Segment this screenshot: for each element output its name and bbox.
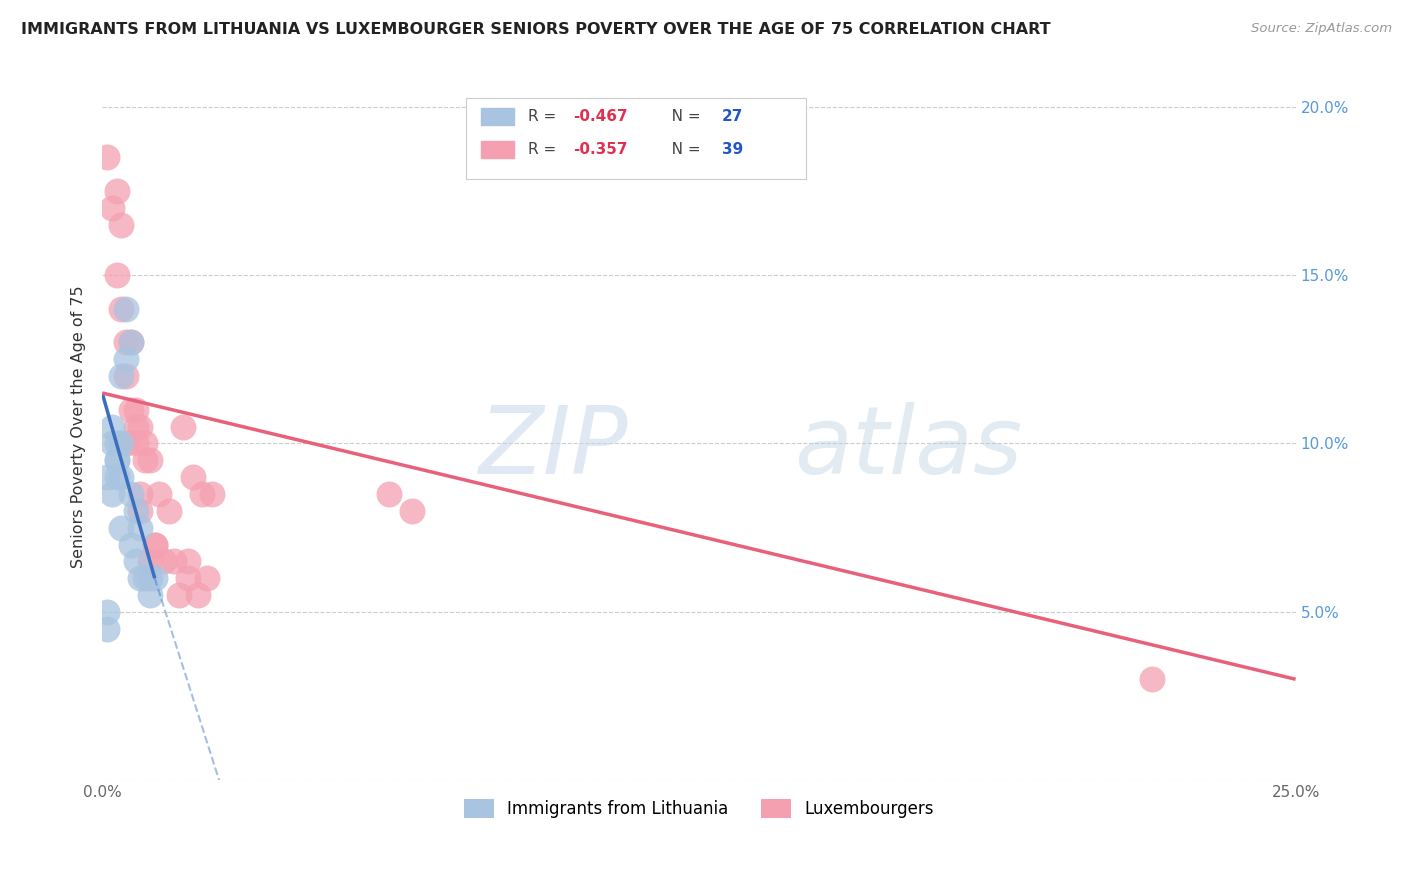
Bar: [481, 141, 515, 158]
Point: [105, 453, 128, 467]
Point: [124, 436, 146, 450]
Y-axis label: Seniors Poverty Over the Age of 75: Seniors Poverty Over the Age of 75: [72, 285, 86, 568]
Text: -0.357: -0.357: [574, 142, 628, 157]
Point: [195, 571, 218, 585]
Point: [129, 504, 152, 518]
Point: [100, 201, 122, 215]
Text: 27: 27: [721, 109, 742, 124]
Legend: Immigrants from Lithuania, Luxembourgers: Immigrants from Lithuania, Luxembourgers: [457, 792, 941, 825]
Point: [120, 487, 142, 501]
Point: [167, 588, 190, 602]
Point: [115, 335, 138, 350]
Point: [187, 588, 209, 602]
Point: [100, 487, 122, 501]
Point: [124, 402, 146, 417]
Point: [115, 369, 138, 384]
Point: [134, 453, 156, 467]
Point: [148, 487, 170, 501]
Text: N =: N =: [657, 142, 706, 157]
Point: [96, 622, 118, 636]
Point: [100, 419, 122, 434]
Bar: [481, 108, 515, 125]
Point: [96, 470, 118, 484]
Text: atlas: atlas: [794, 402, 1022, 493]
Point: [129, 571, 152, 585]
Point: [115, 436, 138, 450]
Point: [124, 419, 146, 434]
Point: [124, 504, 146, 518]
Point: [201, 487, 224, 501]
Point: [157, 504, 180, 518]
Point: [129, 419, 152, 434]
Point: [110, 521, 132, 535]
Point: [139, 554, 162, 568]
Point: [129, 521, 152, 535]
Text: Source: ZipAtlas.com: Source: ZipAtlas.com: [1251, 22, 1392, 36]
Point: [177, 554, 200, 568]
FancyBboxPatch shape: [467, 98, 806, 179]
Point: [172, 419, 194, 434]
Point: [139, 453, 162, 467]
Text: N =: N =: [657, 109, 706, 124]
Point: [134, 571, 156, 585]
Point: [163, 554, 186, 568]
Point: [96, 605, 118, 619]
Point: [110, 436, 132, 450]
Point: [105, 453, 128, 467]
Point: [153, 554, 176, 568]
Text: IMMIGRANTS FROM LITHUANIA VS LUXEMBOURGER SENIORS POVERTY OVER THE AGE OF 75 COR: IMMIGRANTS FROM LITHUANIA VS LUXEMBOURGE…: [21, 22, 1050, 37]
Point: [115, 301, 138, 316]
Point: [105, 184, 128, 198]
Text: R =: R =: [529, 109, 561, 124]
Point: [139, 571, 162, 585]
Point: [143, 537, 166, 551]
Point: [110, 369, 132, 384]
Point: [143, 537, 166, 551]
Point: [96, 150, 118, 164]
Point: [105, 436, 128, 450]
Point: [110, 301, 132, 316]
Point: [139, 588, 162, 602]
Text: R =: R =: [529, 142, 561, 157]
Point: [120, 537, 142, 551]
Text: 39: 39: [721, 142, 742, 157]
Point: [110, 470, 132, 484]
Point: [115, 352, 138, 367]
Point: [181, 470, 204, 484]
Point: [120, 402, 142, 417]
Point: [191, 487, 214, 501]
Text: ZIP: ZIP: [478, 402, 627, 493]
Point: [377, 487, 399, 501]
Point: [401, 504, 423, 518]
Text: -0.467: -0.467: [574, 109, 628, 124]
Point: [124, 554, 146, 568]
Point: [120, 335, 142, 350]
Point: [105, 470, 128, 484]
Point: [120, 335, 142, 350]
Point: [143, 571, 166, 585]
Point: [129, 487, 152, 501]
Point: [1142, 672, 1164, 686]
Point: [177, 571, 200, 585]
Point: [105, 268, 128, 282]
Point: [134, 436, 156, 450]
Point: [110, 218, 132, 232]
Point: [100, 436, 122, 450]
